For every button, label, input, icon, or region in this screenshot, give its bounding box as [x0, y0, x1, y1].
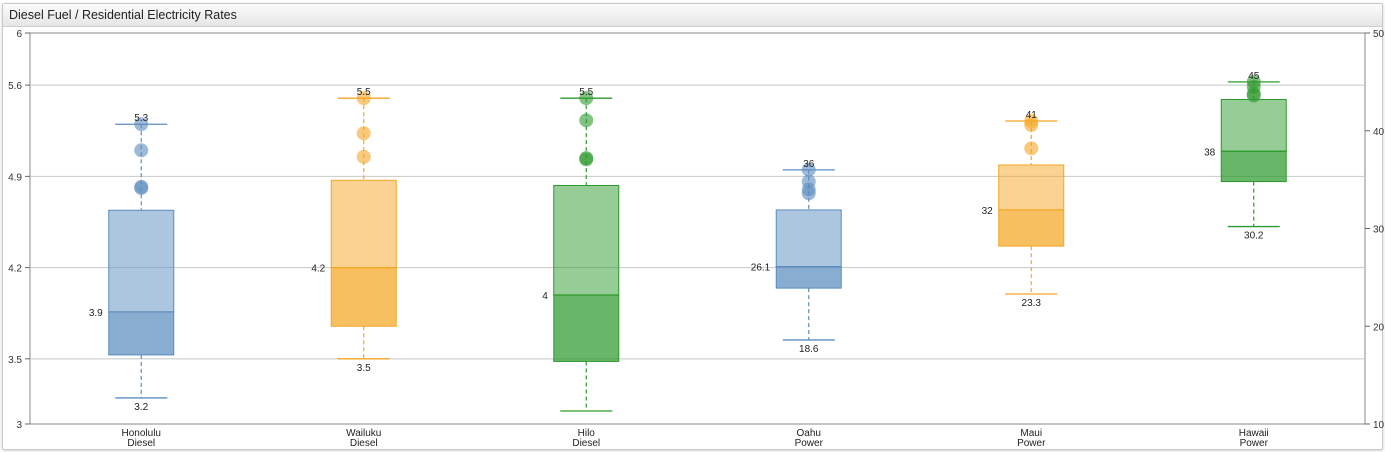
- right-tick-label: 30: [1373, 225, 1385, 236]
- box-upper: [998, 164, 1065, 211]
- outlier-point: [579, 152, 594, 167]
- category-label-line2: Power: [795, 438, 824, 449]
- outlier-point: [1024, 141, 1039, 156]
- box-lower: [553, 294, 620, 362]
- label-median: 26.1: [751, 263, 771, 274]
- box-upper: [775, 209, 842, 268]
- left-tick-label: 4.2: [8, 264, 22, 275]
- right-tick-label: 50: [1373, 29, 1385, 40]
- chart-title: Diesel Fuel / Residential Electricity Ra…: [9, 8, 237, 22]
- box-lower: [998, 209, 1065, 247]
- box-lower: [1220, 150, 1287, 183]
- category-label-line1: Wailuku: [346, 428, 381, 439]
- right-tick-label: 10: [1373, 420, 1385, 431]
- category-label-line2: Diesel: [572, 438, 600, 449]
- label-low: 3.2: [134, 402, 148, 413]
- outlier-point: [134, 181, 149, 196]
- category-label-line2: Diesel: [127, 438, 155, 449]
- category-label-line2: Power: [1240, 438, 1269, 449]
- label-median: 3.9: [89, 308, 103, 319]
- label-median: 38: [1204, 147, 1216, 158]
- title-bar: Diesel Fuel / Residential Electricity Ra…: [3, 4, 1382, 27]
- label-median: 4: [542, 291, 548, 302]
- outlier-point: [579, 91, 594, 106]
- box-upper: [1220, 98, 1287, 152]
- label-high: 41: [1026, 110, 1038, 121]
- left-tick-label: 5.6: [8, 81, 22, 92]
- outlier-point: [356, 149, 371, 164]
- box-upper: [108, 209, 175, 313]
- box-upper: [553, 184, 620, 296]
- category-label-line1: Maui: [1020, 428, 1042, 439]
- outlier-point: [1246, 88, 1261, 103]
- left-tick-label: 6: [16, 29, 22, 40]
- box-lower: [330, 267, 397, 327]
- label-high: 5.3: [134, 113, 148, 124]
- box-upper: [330, 179, 397, 269]
- category-label-line2: Power: [1017, 438, 1046, 449]
- label-high: 45: [1248, 71, 1260, 82]
- chart-widget: Diesel Fuel / Residential Electricity Ra…: [2, 3, 1383, 450]
- right-tick-label: 40: [1373, 127, 1385, 138]
- label-low: 18.6: [799, 344, 819, 355]
- outlier-point: [801, 186, 816, 201]
- outlier-point: [579, 113, 594, 128]
- box-lower: [775, 266, 842, 289]
- plot-frame: [29, 32, 1366, 425]
- category-label-line2: Diesel: [350, 438, 378, 449]
- outlier-point: [1024, 117, 1039, 132]
- category-label-line1: Honolulu: [122, 428, 161, 439]
- left-tick-label: 3.5: [8, 355, 22, 366]
- label-high: 5.5: [579, 87, 593, 98]
- category-label-line1: Oahu: [797, 428, 821, 439]
- label-median: 4.2: [311, 264, 325, 275]
- box-lower: [108, 311, 175, 356]
- label-high: 5.5: [357, 87, 371, 98]
- label-median: 32: [982, 206, 994, 217]
- label-low: 30.2: [1244, 231, 1264, 242]
- outlier-point: [801, 162, 816, 177]
- label-low: 3.5: [357, 363, 371, 374]
- outlier-point: [356, 91, 371, 106]
- label-high: 36: [803, 159, 815, 170]
- right-tick-label: 20: [1373, 322, 1385, 333]
- category-label-line1: Hawaii: [1239, 428, 1269, 439]
- label-low: 23.3: [1022, 298, 1042, 309]
- outlier-point: [134, 117, 149, 132]
- category-label-line1: Hilo: [578, 428, 596, 439]
- left-tick-label: 4.9: [8, 172, 22, 183]
- left-tick-label: 3: [16, 420, 22, 431]
- outlier-point: [134, 143, 149, 158]
- outlier-point: [356, 126, 371, 141]
